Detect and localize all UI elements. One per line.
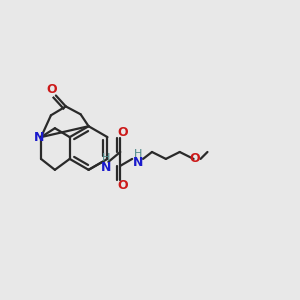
Text: N: N [101,161,112,174]
Text: H: H [134,149,142,159]
Text: H: H [102,153,111,163]
Text: N: N [133,156,143,170]
Text: O: O [117,179,128,192]
Text: O: O [189,152,200,165]
Text: O: O [46,83,57,96]
Text: N: N [34,130,44,144]
Text: O: O [117,126,128,139]
